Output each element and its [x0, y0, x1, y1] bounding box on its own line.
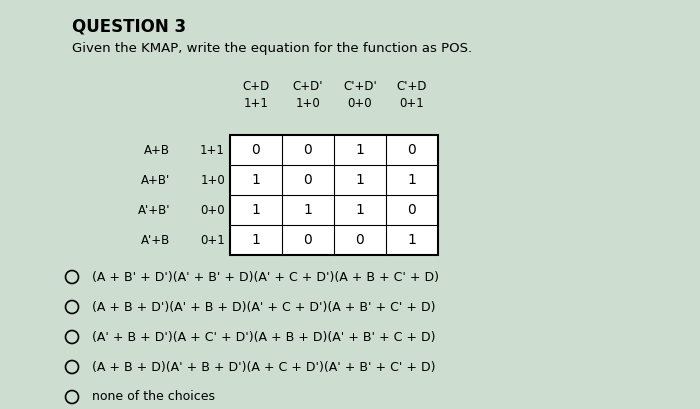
Text: Given the KMAP, write the equation for the function as POS.: Given the KMAP, write the equation for t… [72, 42, 472, 55]
Text: (A' + B + D')(A + C' + D')(A + B + D)(A' + B' + C + D): (A' + B + D')(A + C' + D')(A + B + D)(A'… [92, 330, 435, 344]
Text: 1: 1 [356, 203, 365, 217]
Text: C+D': C+D' [293, 80, 323, 93]
Text: A+B': A+B' [141, 173, 170, 187]
Text: 1: 1 [304, 203, 312, 217]
Text: none of the choices: none of the choices [92, 391, 215, 404]
Text: 0: 0 [356, 233, 365, 247]
Text: 0: 0 [304, 143, 312, 157]
Text: 1: 1 [356, 173, 365, 187]
Text: 1+0: 1+0 [200, 173, 225, 187]
Text: 0: 0 [407, 143, 416, 157]
Text: C+D: C+D [242, 80, 270, 93]
Text: A'+B: A'+B [141, 234, 170, 247]
Text: 0: 0 [304, 173, 312, 187]
Text: QUESTION 3: QUESTION 3 [72, 18, 186, 36]
Text: 0: 0 [407, 203, 416, 217]
Text: 0: 0 [251, 143, 260, 157]
Text: C'+D': C'+D' [343, 80, 377, 93]
Text: 1: 1 [251, 233, 260, 247]
Text: (A + B + D')(A' + B + D)(A' + C + D')(A + B' + C' + D): (A + B + D')(A' + B + D)(A' + C + D')(A … [92, 301, 435, 314]
Text: 0+0: 0+0 [200, 204, 225, 216]
Text: 0+0: 0+0 [348, 97, 372, 110]
Text: 0+1: 0+1 [200, 234, 225, 247]
Text: 1: 1 [407, 173, 416, 187]
Text: 1: 1 [407, 233, 416, 247]
Text: 1+1: 1+1 [200, 144, 225, 157]
Bar [230, 135, 438, 255]
Text: 0: 0 [304, 233, 312, 247]
Text: 1+0: 1+0 [295, 97, 321, 110]
Text: 1: 1 [251, 173, 260, 187]
Text: 1+1: 1+1 [244, 97, 268, 110]
Text: A'+B': A'+B' [137, 204, 170, 216]
Text: A+B: A+B [144, 144, 170, 157]
Text: 1: 1 [356, 143, 365, 157]
Text: C'+D: C'+D [397, 80, 427, 93]
Text: 0+1: 0+1 [400, 97, 424, 110]
Text: (A + B + D)(A' + B + D')(A + C + D')(A' + B' + C' + D): (A + B + D)(A' + B + D')(A + C + D')(A' … [92, 360, 435, 373]
Text: 1: 1 [251, 203, 260, 217]
Text: (A + B' + D')(A' + B' + D)(A' + C + D')(A + B + C' + D): (A + B' + D')(A' + B' + D)(A' + C + D')(… [92, 270, 439, 283]
